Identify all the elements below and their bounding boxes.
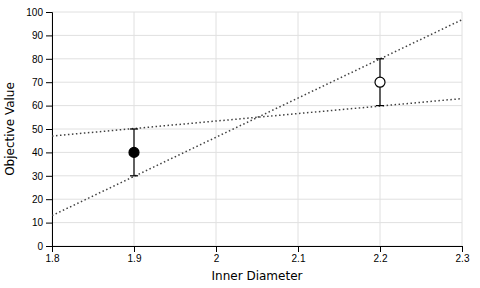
tick-label: 30 (32, 171, 44, 182)
axis-line (46, 13, 53, 247)
tick: 2 (214, 246, 220, 264)
x-axis-title: Inner Diameter (212, 269, 303, 283)
grid-line (52, 222, 462, 223)
error-bar (130, 129, 138, 176)
tick: 2.1 (292, 246, 306, 264)
tick-label: 2 (214, 253, 220, 264)
tick-mark (298, 246, 299, 252)
error-bar-cap (130, 128, 138, 129)
tick-mark (46, 129, 52, 130)
point (129, 147, 139, 157)
tick: 70 (32, 77, 52, 88)
tick-label: 40 (32, 147, 44, 158)
grid-line (52, 58, 462, 59)
tick-label: 1.8 (46, 253, 60, 264)
tick: 60 (32, 100, 52, 111)
tick-mark (134, 246, 135, 252)
tick-label: 60 (32, 100, 44, 111)
line (52, 99, 462, 136)
tick: 40 (32, 147, 52, 158)
tick-mark (46, 152, 52, 153)
y-axis-title: Objective Value (3, 82, 17, 176)
tick: 2.3 (456, 246, 470, 264)
tick: 0 (37, 241, 52, 252)
tick-mark (46, 59, 52, 60)
line (52, 20, 462, 216)
tick-mark (46, 12, 52, 13)
grid-line (52, 175, 462, 176)
error-bar-cap (130, 175, 138, 176)
tick: 1.9 (128, 246, 142, 264)
tick: 10 (32, 217, 52, 228)
tick-label: 20 (32, 194, 44, 205)
tick-label: 2.3 (456, 253, 470, 264)
tick: 50 (32, 124, 52, 135)
tick-label: 90 (32, 30, 44, 41)
tick-mark (46, 199, 52, 200)
tick: 80 (32, 54, 52, 65)
tick-label: 0 (37, 241, 43, 252)
marks (52, 20, 462, 216)
tick-label: 2.2 (374, 253, 388, 264)
tick-label: 70 (32, 77, 44, 88)
grid (52, 12, 462, 246)
tick: 30 (32, 171, 52, 182)
tick-mark (46, 246, 52, 247)
tick-mark (46, 82, 52, 83)
tick-label: 80 (32, 54, 44, 65)
error-bar-cap (376, 105, 384, 106)
y-axis: 0 10 20 30 40 50 60 70 80 90 100 (26, 7, 52, 252)
chart: 1.8 1.9 2 2.1 2.2 2.3 0 10 20 30 40 50 60 70 80 90 100 In… (0, 0, 480, 288)
tick-label: 10 (32, 217, 44, 228)
tick-mark (46, 223, 52, 224)
error-bar-cap (376, 58, 384, 59)
grid-line (52, 35, 462, 36)
tick: 2.2 (374, 246, 388, 264)
grid-line (52, 12, 462, 13)
axis-line (53, 247, 463, 253)
tick: 90 (32, 30, 52, 41)
x-axis: 1.8 1.9 2 2.1 2.2 2.3 (46, 246, 470, 264)
plot-area: 1.8 1.9 2 2.1 2.2 2.3 0 10 20 30 40 50 60 70 80 90 100 (26, 7, 470, 264)
point (375, 77, 385, 87)
tick-mark (46, 35, 52, 36)
tick-label: 50 (32, 124, 44, 135)
grid-line (52, 129, 462, 130)
tick-mark (380, 246, 381, 252)
tick-mark (462, 246, 463, 252)
tick-mark (46, 106, 52, 107)
tick: 1.8 (46, 246, 60, 264)
tick: 100 (26, 7, 52, 18)
tick-label: 1.9 (128, 253, 142, 264)
grid-line (52, 82, 462, 83)
tick: 20 (32, 194, 52, 205)
error-bar (376, 59, 384, 106)
grid-line (52, 105, 462, 106)
tick-mark (46, 176, 52, 177)
grid-line (52, 152, 462, 153)
tick-label: 2.1 (292, 253, 306, 264)
grid-line (52, 199, 462, 200)
tick-mark (216, 246, 217, 252)
tick-label: 100 (26, 7, 43, 18)
